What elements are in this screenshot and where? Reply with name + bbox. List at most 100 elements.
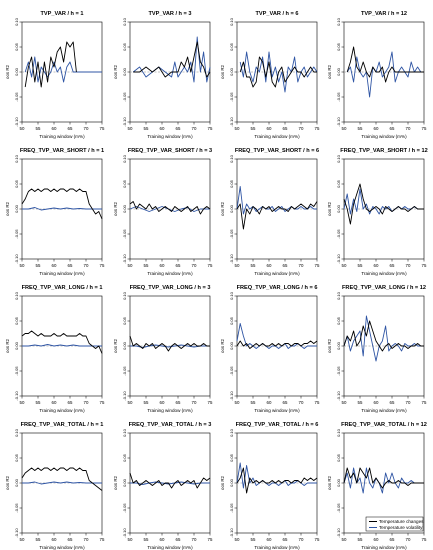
y-tick-label: 0.10 — [122, 428, 127, 437]
panel-title: TVP_VAR / h = 3 — [149, 11, 192, 17]
y-axis-label: oos R2 — [327, 475, 332, 489]
x-axis-label: Training window (m%) — [147, 408, 193, 413]
series-line-temperature-changes — [236, 340, 318, 349]
series-line-temperature-volatility — [22, 344, 102, 347]
panel-title: FREQ_TVP_VAR_SHORT / h = 6 — [235, 148, 319, 154]
x-tick-label: 55 — [251, 126, 256, 131]
x-tick-label: 55 — [144, 126, 149, 131]
x-tick-label: 55 — [251, 400, 256, 405]
x-tick-label: 75 — [100, 126, 105, 131]
x-tick-label: 50 — [235, 400, 240, 405]
x-tick-label: 65 — [176, 263, 181, 268]
x-tick-label: 70 — [192, 126, 197, 131]
panel-title: FREQ_TVP_VAR_SHORT / h = 12 — [340, 148, 427, 154]
series-line-temperature-volatility — [132, 36, 211, 83]
y-tick-label: -0.10 — [14, 117, 19, 127]
y-tick-label: -0.05 — [14, 503, 19, 513]
y-axis-label: oos R2 — [113, 338, 118, 352]
y-tick-label: 0.10 — [14, 428, 19, 437]
x-tick-label: 65 — [283, 537, 288, 542]
y-tick-label: 0.05 — [14, 42, 19, 51]
y-tick-label: -0.10 — [336, 254, 341, 264]
x-axis-label: Training window (m%) — [361, 408, 407, 413]
y-axis-label: oos R2 — [220, 338, 225, 352]
y-tick-label: 0.10 — [229, 291, 234, 300]
x-tick-label: 60 — [160, 263, 165, 268]
y-tick-label: 0.05 — [122, 316, 127, 325]
y-tick-label: -0.05 — [14, 229, 19, 239]
y-tick-label: 0.10 — [229, 17, 234, 26]
x-tick-label: 60 — [267, 537, 272, 542]
series-line-temperature-changes — [239, 56, 317, 88]
x-tick-label: 55 — [36, 537, 41, 542]
y-tick-label: 0.00 — [336, 204, 341, 213]
series-line-temperature-changes — [343, 320, 424, 352]
y-axis-label: oos R2 — [113, 64, 118, 78]
y-axis-label: oos R2 — [220, 201, 225, 215]
x-tick-label: 70 — [406, 400, 411, 405]
legend-label-temperature-changes: Temperature changes — [379, 519, 424, 524]
panel-title: FREQ_TVP_VAR_SHORT / h = 1 — [20, 148, 104, 154]
y-tick-label: -0.05 — [336, 229, 341, 239]
series-line-temperature-changes — [346, 46, 424, 83]
x-tick-label: 75 — [208, 537, 213, 542]
y-tick-label: 0.05 — [122, 179, 127, 188]
x-axis-label: Training window (m%) — [254, 545, 300, 550]
x-tick-label: 50 — [342, 126, 347, 131]
x-tick-label: 75 — [208, 263, 213, 268]
y-tick-label: 0.05 — [122, 453, 127, 462]
panel-title: FREQ_TVP_VAR_LONG / h = 12 — [342, 285, 426, 291]
y-tick-label: 0.10 — [336, 17, 341, 26]
y-axis-label: oos R2 — [220, 475, 225, 489]
y-tick-label: -0.10 — [336, 528, 341, 538]
y-tick-label: -0.10 — [229, 528, 234, 538]
x-axis-label: Training window (m%) — [361, 134, 407, 139]
x-tick-label: 50 — [342, 263, 347, 268]
x-tick-label: 60 — [267, 400, 272, 405]
x-tick-label: 65 — [68, 126, 73, 131]
panel-title: TVP_VAR / h = 12 — [361, 11, 407, 17]
y-tick-label: -0.10 — [229, 117, 234, 127]
panel-title: FREQ_TVP_VAR_TOTAL / h = 12 — [341, 422, 427, 428]
x-tick-label: 50 — [20, 263, 25, 268]
series-line-temperature-changes — [21, 330, 103, 354]
x-tick-label: 75 — [100, 537, 105, 542]
x-tick-label: 70 — [84, 126, 89, 131]
panel-title: FREQ_TVP_VAR_TOTAL / h = 6 — [236, 422, 319, 428]
x-tick-label: 70 — [84, 400, 89, 405]
y-tick-label: 0.00 — [14, 478, 19, 487]
y-tick-label: -0.10 — [14, 254, 19, 264]
x-tick-label: 55 — [358, 537, 363, 542]
x-tick-label: 50 — [235, 263, 240, 268]
y-tick-label: 0.10 — [122, 291, 127, 300]
y-tick-label: -0.05 — [122, 503, 127, 513]
x-axis-label: Training window (m%) — [147, 271, 193, 276]
x-tick-label: 60 — [374, 126, 379, 131]
x-tick-label: 55 — [144, 400, 149, 405]
y-tick-label: -0.10 — [122, 117, 127, 127]
y-tick-label: 0.00 — [229, 478, 234, 487]
x-tick-label: 75 — [422, 537, 427, 542]
x-tick-label: 50 — [20, 400, 25, 405]
x-tick-label: 75 — [315, 263, 320, 268]
y-tick-label: 0.05 — [229, 42, 234, 51]
y-tick-label: 0.05 — [14, 179, 19, 188]
x-tick-label: 70 — [406, 126, 411, 131]
x-tick-label: 55 — [36, 126, 41, 131]
x-tick-label: 60 — [160, 126, 165, 131]
x-tick-label: 70 — [299, 126, 304, 131]
y-tick-label: 0.05 — [336, 42, 341, 51]
y-tick-label: 0.05 — [229, 179, 234, 188]
x-tick-label: 75 — [100, 400, 105, 405]
series-line-temperature-changes — [21, 188, 103, 220]
y-tick-label: -0.05 — [336, 503, 341, 513]
y-tick-label: 0.00 — [122, 478, 127, 487]
y-axis-label: oos R2 — [5, 475, 10, 489]
x-tick-label: 60 — [374, 400, 379, 405]
y-tick-label: 0.00 — [122, 204, 127, 213]
x-tick-label: 75 — [208, 400, 213, 405]
y-axis-label: oos R2 — [5, 201, 10, 215]
y-tick-label: -0.10 — [336, 117, 341, 127]
y-tick-label: -0.05 — [122, 366, 127, 376]
panel-title: FREQ_TVP_VAR_TOTAL / h = 3 — [129, 422, 212, 428]
